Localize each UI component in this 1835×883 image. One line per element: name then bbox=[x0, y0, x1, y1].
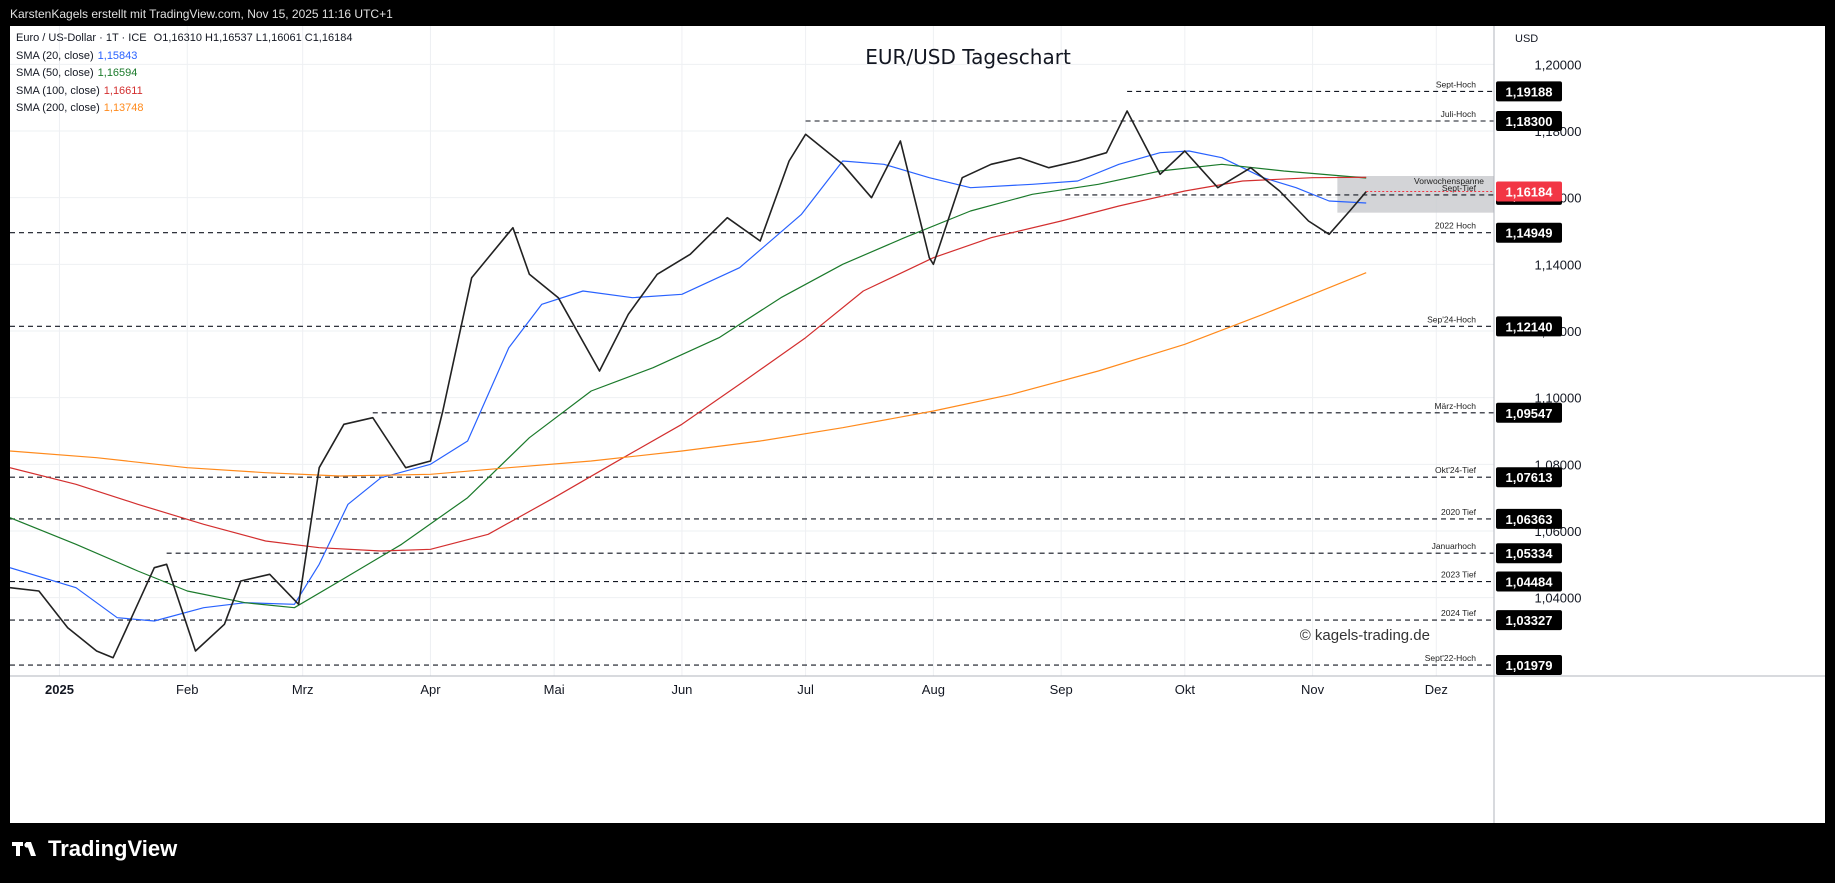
tradingview-logo[interactable]: TradingView bbox=[12, 836, 177, 862]
level-label: Okt'24-Tief bbox=[1435, 465, 1477, 475]
level-price-tag bbox=[1496, 402, 1562, 423]
level-price-text: 1,14949 bbox=[1506, 226, 1553, 241]
legend-sma-label: SMA (50, close) bbox=[16, 67, 94, 79]
level-label: März-Hoch bbox=[1434, 401, 1476, 411]
level-price-text: 1,19188 bbox=[1506, 84, 1553, 99]
level-price-text: 1,05334 bbox=[1506, 546, 1554, 561]
legend-sma-row: SMA (200, close) 1,13748 bbox=[16, 100, 352, 118]
legend-sma-label: SMA (200, close) bbox=[16, 102, 100, 114]
level-label: 2022 Hoch bbox=[1435, 221, 1476, 231]
x-tick-label: Apr bbox=[420, 682, 441, 697]
level-price-text: 1,03327 bbox=[1506, 613, 1553, 628]
legend-sma-value: 1,15843 bbox=[97, 49, 138, 62]
series-line bbox=[10, 176, 1367, 552]
legend-symbol-name: Euro / US-Dollar · 1T · ICE bbox=[16, 32, 147, 44]
legend: Euro / US-Dollar · 1T · ICE O1,16310 H1,… bbox=[16, 30, 352, 118]
legend-symbol: Euro / US-Dollar · 1T · ICE O1,16310 H1,… bbox=[16, 30, 352, 48]
legend-sma-value: 1,13748 bbox=[103, 102, 144, 114]
y-tick-label: 1,10000 bbox=[1535, 391, 1582, 406]
level-label: 2024 Tief bbox=[1441, 608, 1477, 618]
series-line bbox=[10, 163, 1367, 609]
x-tick-label: Aug bbox=[922, 682, 945, 697]
y-tick-label: 1,20000 bbox=[1535, 57, 1582, 72]
level-price-text: 1,04484 bbox=[1506, 575, 1554, 590]
legend-sma-row: SMA (50, close) 1,16594 bbox=[16, 65, 352, 83]
level-label: Juli-Hoch bbox=[1441, 109, 1477, 119]
tradingview-logo-icon bbox=[12, 842, 36, 856]
x-tick-label: Mai bbox=[544, 682, 565, 697]
level-price-tag bbox=[1496, 571, 1562, 592]
legend-sma-label: SMA (20, close) bbox=[16, 49, 94, 62]
x-tick-label: Mrz bbox=[292, 682, 314, 697]
x-tick-label: Feb bbox=[176, 682, 198, 697]
footer bbox=[0, 823, 1835, 883]
level-price-tag bbox=[1496, 222, 1562, 243]
level-price-tag bbox=[1496, 508, 1562, 529]
x-tick-label: Sep bbox=[1050, 682, 1073, 697]
level-price-text: 1,06363 bbox=[1506, 512, 1553, 527]
level-label: 2020 Tief bbox=[1441, 507, 1477, 517]
currency-label: USD bbox=[1515, 33, 1538, 45]
y-tick-label: 1,14000 bbox=[1535, 257, 1582, 272]
level-price-tag bbox=[1496, 610, 1562, 631]
level-price-text: 1,07613 bbox=[1506, 470, 1553, 485]
tradingview-logo-text: TradingView bbox=[48, 836, 178, 861]
level-price-text: 1,09547 bbox=[1506, 406, 1553, 421]
level-price-tag bbox=[1496, 81, 1562, 102]
legend-ohlc: O1,16310 H1,16537 L1,16061 C1,16184 bbox=[153, 32, 353, 44]
level-label: 2023 Tief bbox=[1441, 570, 1477, 580]
level-price-tag bbox=[1496, 467, 1562, 488]
chart-frame[interactable]: 2025 Feb Mrz Apr Mai Jun Jul Aug Sep Okt Nov Dez 1,2… bbox=[10, 26, 1825, 823]
level-price-tag bbox=[1496, 111, 1562, 131]
series-line bbox=[10, 272, 1367, 477]
x-tick-label: 2025 bbox=[45, 682, 74, 697]
legend-sma-value: 1,16611 bbox=[103, 84, 143, 97]
level-label: Sep'24-Hoch bbox=[1427, 314, 1476, 324]
legend-sma-row: SMA (20, close) 1,15843 bbox=[16, 48, 352, 66]
level-label: Sept-Hoch bbox=[1436, 79, 1476, 89]
watermark: © kagels-trading.de bbox=[1300, 627, 1430, 644]
legend-sma-label: SMA (100, close) bbox=[16, 84, 100, 97]
series-line bbox=[10, 110, 1367, 659]
level-price-tag bbox=[1496, 543, 1562, 564]
chart-title: EUR/USD Tageschart bbox=[865, 45, 1071, 69]
zone-label: Vorwochenspanne bbox=[1414, 176, 1484, 186]
y-tick-label: 1,04000 bbox=[1535, 591, 1582, 606]
x-tick-label: Dez bbox=[1425, 682, 1448, 697]
current-price-text: 1,16184 bbox=[1506, 185, 1554, 200]
level-price-text: 1,12140 bbox=[1506, 319, 1553, 334]
current-price-tag bbox=[1496, 181, 1562, 202]
x-tick-label: Jul bbox=[797, 682, 814, 697]
level-price-tag bbox=[1496, 655, 1562, 676]
level-price-text: 1,01979 bbox=[1506, 658, 1553, 673]
level-label: Sept-Tief bbox=[1442, 183, 1477, 193]
legend-sma-row: SMA (100, close) 1,16611 bbox=[16, 83, 352, 101]
x-tick-label: Okt bbox=[1175, 682, 1196, 697]
level-price-text: 1,18300 bbox=[1506, 114, 1553, 129]
chart-svg[interactable]: 2025 Feb Mrz Apr Mai Jun Jul Aug Sep Okt Nov Dez 1,2… bbox=[10, 26, 1825, 823]
x-tick-label: Nov bbox=[1301, 682, 1325, 697]
x-tick-label: Jun bbox=[671, 682, 692, 697]
chart-credit: KarstenKagels erstellt mit TradingView.c… bbox=[0, 0, 1835, 26]
series-line bbox=[10, 150, 1367, 622]
legend-sma-value: 1,16594 bbox=[97, 67, 138, 79]
level-label: Sept'22-Hoch bbox=[1425, 653, 1477, 663]
level-price-tag bbox=[1496, 316, 1562, 337]
level-label: Januarhoch bbox=[1432, 541, 1477, 551]
